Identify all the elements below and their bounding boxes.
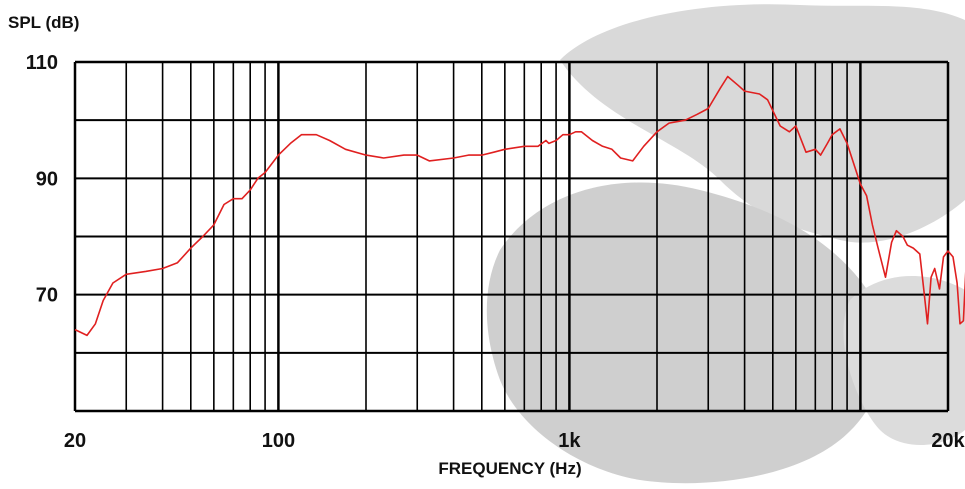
watermark-blob-right [843, 276, 965, 445]
y-tick-label: 90 [36, 168, 58, 190]
y-tick-label: 70 [36, 285, 58, 307]
x-tick-label: 100 [262, 430, 295, 452]
watermark-blob-upper [560, 4, 965, 243]
watermark-graphic [486, 4, 965, 484]
x-axis-title: FREQUENCY (Hz) [438, 459, 581, 478]
y-axis-title: SPL (dB) [8, 13, 79, 32]
x-tick-label: 1k [558, 430, 581, 452]
y-tick-labels: 110 90 70 [26, 52, 58, 307]
y-tick-label: 110 [26, 52, 58, 74]
x-tick-label: 20 [64, 430, 86, 452]
x-tick-label: 20k [931, 430, 965, 452]
x-tick-labels: 20 100 1k 20k [64, 430, 965, 452]
watermark-blob-lower [486, 182, 885, 484]
plot-grid [73, 60, 950, 413]
series-line [74, 75, 965, 337]
